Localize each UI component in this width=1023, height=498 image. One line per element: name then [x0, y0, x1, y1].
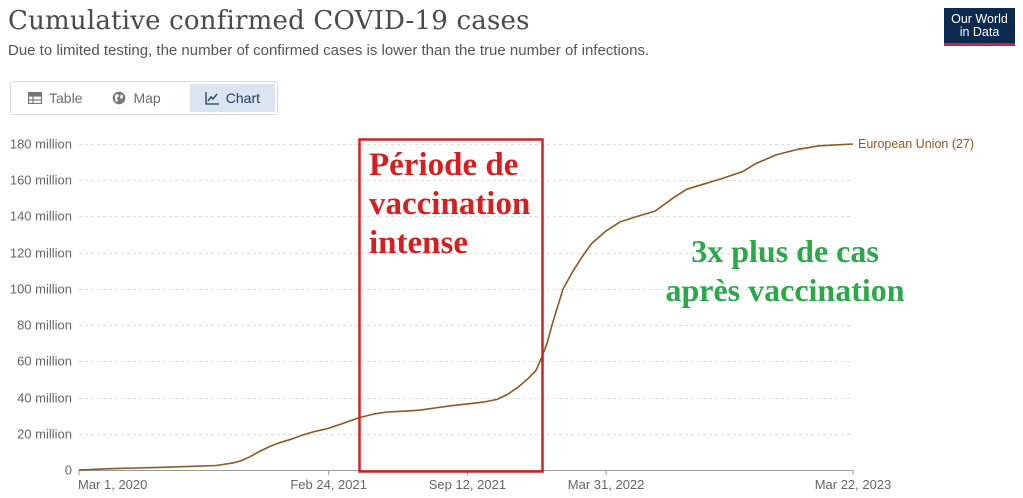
gridlines [79, 144, 853, 435]
y-tick-label: 60 million [17, 354, 72, 369]
tab-map-label: Map [133, 90, 161, 106]
logo-line1: Our World [951, 12, 1008, 26]
x-tick-label: Sep 12, 2021 [429, 477, 506, 492]
x-tick-label: Mar 22, 2023 [815, 477, 892, 492]
y-tick-label: 100 million [10, 282, 72, 297]
tab-table[interactable]: Table [13, 84, 97, 112]
owid-logo[interactable]: Our World in Data [944, 8, 1015, 46]
y-tick-label: 180 million [10, 137, 72, 152]
series-layer: European Union (27) [78, 137, 974, 471]
y-tick-label: 160 million [10, 173, 72, 188]
y-tick-label: 20 million [17, 427, 72, 442]
y-tick-label: 120 million [10, 246, 72, 261]
table-icon [28, 92, 42, 104]
series-line [78, 143, 854, 471]
y-tick-label: 0 [65, 463, 72, 478]
x-tick-label: Feb 24, 2021 [290, 477, 367, 492]
vaccination-label-line1: Période de [369, 147, 519, 183]
tab-chart-label: Chart [225, 90, 260, 106]
tab-chart[interactable]: Chart [189, 84, 275, 112]
y-axis: 0 20 million 40 million 60 million 80 millio… [10, 137, 72, 478]
x-tick-label: Mar 1, 2020 [78, 477, 147, 492]
chart-title: Cumulative confirmed COVID-19 cases [8, 6, 530, 36]
chart-subtitle: Due to limited testing, the number of co… [8, 42, 650, 59]
series-label: European Union (27) [858, 137, 974, 151]
comparison-label-line1: 3x plus de cas [691, 233, 879, 269]
y-tick-label: 40 million [17, 391, 72, 406]
vaccination-period-box [358, 138, 544, 473]
y-tick-label: 80 million [17, 318, 72, 333]
logo-line2: in Data [959, 25, 1000, 39]
vaccination-period-label: Période de vaccination intense [369, 146, 544, 263]
comparison-label-line2: après vaccination [665, 272, 905, 308]
tab-map[interactable]: Map [97, 84, 175, 112]
tab-table-label: Table [49, 90, 83, 106]
comparison-label: 3x plus de cas après vaccination [640, 232, 930, 310]
view-tabs: Table Map Chart [10, 81, 278, 115]
x-axis: Mar 1, 2020 Feb 24, 2021 Sep 12, 2021 Mar 3… [78, 470, 891, 492]
y-tick-label: 140 million [10, 209, 72, 224]
globe-icon [112, 91, 126, 105]
line-chart-icon [205, 91, 219, 105]
vaccination-label-line2: vaccination [369, 186, 531, 222]
x-tick-label: Mar 31, 2022 [568, 477, 645, 492]
vaccination-label-line3: intense [369, 225, 468, 261]
